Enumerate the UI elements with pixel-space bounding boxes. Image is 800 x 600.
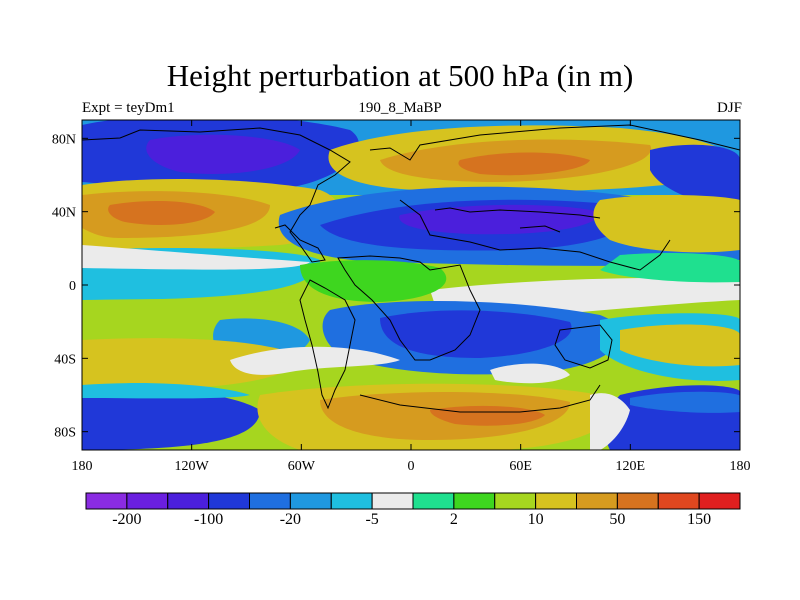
colorbar-swatch — [208, 492, 250, 510]
x-tick-label: 0 — [408, 459, 415, 474]
tropic-band-white — [82, 245, 310, 270]
white-loop-south-east — [490, 363, 570, 384]
y-tick-label: 40N — [52, 206, 76, 221]
colorbar-label: -100 — [194, 511, 223, 528]
colorbar-swatch — [289, 492, 332, 510]
colorbar-swatch — [453, 492, 496, 510]
x-tick-label: 180 — [72, 459, 93, 474]
high-north-pacific-core — [108, 200, 215, 225]
colorbar-label: 150 — [687, 511, 711, 528]
low-south-pacific-cyan — [82, 383, 250, 399]
colorbar-swatch — [576, 492, 618, 510]
experiment-label: Expt = teyDm1 — [82, 100, 175, 116]
y-tick-label: 40S — [54, 352, 76, 367]
coastline-outlines — [82, 124, 740, 413]
y-tick-label: 80S — [54, 426, 76, 441]
coast-asia-islands — [434, 207, 601, 233]
colorbar-swatch — [616, 492, 659, 510]
high-antarctic-core — [430, 405, 545, 426]
high-south-east-pacific — [620, 324, 740, 367]
coast-antarctica — [359, 384, 601, 413]
coast-australia — [554, 324, 613, 369]
colorbar: -200 -100 -20 -5 2 10 50 150 — [85, 492, 741, 528]
coast-africa — [337, 255, 481, 361]
colorbar-swatch — [494, 492, 537, 510]
x-tick-label: 120E — [616, 459, 646, 474]
colorbar-swatch — [698, 492, 741, 510]
colorbar-label: 50 — [609, 511, 625, 528]
coast-north-america — [82, 127, 351, 263]
high-west-pacific — [593, 195, 740, 253]
high-eurasia-core — [458, 152, 590, 176]
height-field — [82, 120, 740, 450]
y-tick-label: 80N — [52, 132, 76, 147]
period-label: 190_8_MaBP — [358, 100, 442, 116]
colorbar-label: 10 — [528, 511, 544, 528]
colorbar-label: -20 — [280, 511, 301, 528]
colorbar-swatch — [126, 492, 169, 510]
low-southern-indian-core — [380, 310, 572, 358]
coast-eurasia-south — [399, 199, 671, 271]
colorbar-swatch — [657, 492, 700, 510]
colorbar-swatch — [535, 492, 577, 510]
colorbar-swatch — [249, 492, 291, 510]
low-central-asia-core — [399, 204, 600, 235]
white-gap-south-east — [590, 393, 630, 450]
coast-south-america — [299, 279, 356, 410]
colorbar-swatch — [371, 492, 414, 510]
colorbar-swatch — [330, 492, 373, 510]
tropic-green-east — [600, 252, 740, 283]
season-label: DJF — [716, 100, 742, 116]
low-south-pacific — [82, 388, 260, 450]
low-east-pacific-south-mid — [630, 391, 740, 413]
high-south-pacific-band — [82, 338, 300, 391]
colorbar-label: 2 — [450, 511, 458, 528]
chart-title: Height perturbation at 500 hPa (in m) — [166, 58, 634, 93]
colorbar-swatch — [412, 492, 455, 510]
colorbar-swatch — [167, 492, 210, 510]
colorbar-swatch — [85, 492, 128, 510]
coast-greenland-europe — [369, 124, 740, 161]
y-tick-label: 0 — [69, 279, 76, 294]
white-streak-south — [230, 346, 400, 375]
x-tick-label: 60W — [288, 459, 316, 474]
axis-ticks: 180 120W 60W 0 60E 120E 180 80N 40N 0 40S 80S — [52, 120, 751, 474]
low-north-america-core — [146, 134, 300, 174]
low-east-siberia — [650, 144, 740, 210]
colorbar-label: -5 — [365, 511, 378, 528]
x-tick-label: 180 — [730, 459, 751, 474]
x-tick-label: 120W — [175, 459, 210, 474]
tropic-green-atlantic — [300, 260, 447, 302]
colorbar-label: -200 — [112, 511, 141, 528]
x-tick-label: 60E — [509, 459, 532, 474]
